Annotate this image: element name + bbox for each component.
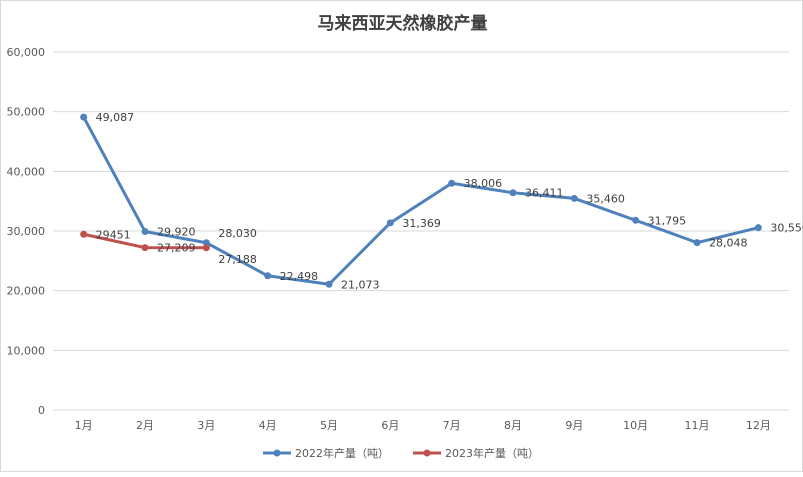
x-tick-label: 1月 (75, 419, 93, 432)
x-tick-label: 3月 (197, 419, 215, 432)
x-tick-label: 11月 (685, 419, 710, 432)
data-point (141, 227, 149, 235)
x-tick-label: 8月 (504, 419, 522, 432)
y-tick-label: 50,000 (7, 106, 46, 119)
x-tick-label: 9月 (565, 419, 583, 432)
data-label: 28,048 (709, 237, 748, 250)
data-label: 21,073 (341, 278, 380, 291)
y-tick-label: 10,000 (7, 344, 46, 357)
data-label: 49,087 (96, 111, 134, 124)
data-label: 27,209 (157, 242, 196, 255)
data-point (754, 224, 762, 232)
data-label: 35,460 (586, 192, 625, 205)
data-label: 29451 (96, 228, 131, 241)
data-label: 22,498 (280, 270, 319, 283)
data-point (632, 216, 640, 224)
data-point (80, 113, 88, 121)
x-tick-label: 12月 (746, 419, 771, 432)
data-point (509, 189, 517, 197)
legend-label: 2022年产量（吨） (295, 446, 389, 460)
y-tick-label: 40,000 (7, 165, 46, 178)
x-tick-label: 2月 (136, 419, 154, 432)
data-label: 30,556 (770, 222, 803, 235)
y-tick-label: 0 (38, 404, 45, 417)
data-label: 31,369 (402, 217, 441, 230)
data-point (202, 239, 210, 247)
y-tick-label: 30,000 (7, 225, 46, 238)
data-point (448, 179, 456, 187)
legend-marker (423, 449, 431, 457)
x-tick-label: 10月 (623, 419, 648, 432)
data-label: 36,411 (525, 187, 564, 200)
data-label: 31,795 (648, 214, 687, 227)
chart-title: 马来西亚天然橡胶产量 (317, 14, 488, 34)
data-label: 29,920 (157, 225, 196, 238)
x-tick-label: 4月 (259, 419, 277, 432)
data-point (693, 239, 701, 247)
data-point (264, 272, 272, 280)
x-tick-label: 7月 (443, 419, 461, 432)
data-label: 38,006 (464, 177, 503, 190)
data-point (202, 244, 210, 252)
series-line-1 (82, 116, 759, 286)
data-point (570, 194, 578, 202)
data-label: 27,188 (218, 253, 256, 266)
y-tick-label: 20,000 (7, 285, 46, 298)
legend-marker (273, 449, 281, 457)
x-tick-label: 5月 (320, 419, 338, 432)
legend-label: 2023年产量（吨） (445, 446, 539, 460)
data-label: 28,030 (218, 227, 256, 240)
x-tick-label: 6月 (381, 419, 399, 432)
data-point (80, 230, 88, 238)
y-tick-label: 60,000 (7, 46, 46, 59)
data-point (141, 244, 149, 252)
data-point (325, 280, 333, 288)
data-point (386, 219, 394, 227)
